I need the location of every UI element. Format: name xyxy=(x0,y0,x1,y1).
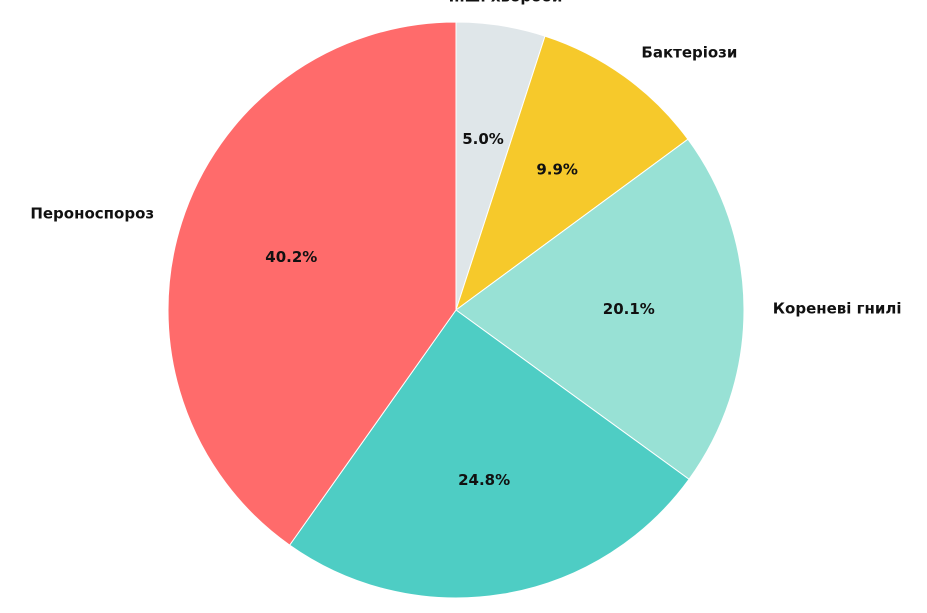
slice-1 xyxy=(455,35,689,312)
slice-category-label: Кореневі гнилі xyxy=(773,300,902,318)
slice-percent-label: 40.2% xyxy=(265,248,317,266)
slice-4 xyxy=(167,21,457,546)
category-labels-layer: Інші хворобиБактеріозиКореневі гниліБоро… xyxy=(30,0,902,318)
slice-3 xyxy=(288,309,690,599)
slice-percent-label: 24.8% xyxy=(458,471,510,489)
slices-layer xyxy=(167,21,745,599)
slice-category-label: Бактеріози xyxy=(641,44,737,62)
slice-percent-label: 20.1% xyxy=(603,300,655,318)
slice-percent-label: 9.9% xyxy=(536,160,578,178)
percent-labels-layer: 5.0% 9.9% 20.1% 24.8% 40.2% xyxy=(265,130,655,489)
slice-percent-label: 5.0% xyxy=(462,130,504,148)
slice-2 xyxy=(455,138,745,480)
slice-category-label: Інші хвороби xyxy=(449,0,563,6)
slice-category-label: Пероноспороз xyxy=(30,204,154,222)
